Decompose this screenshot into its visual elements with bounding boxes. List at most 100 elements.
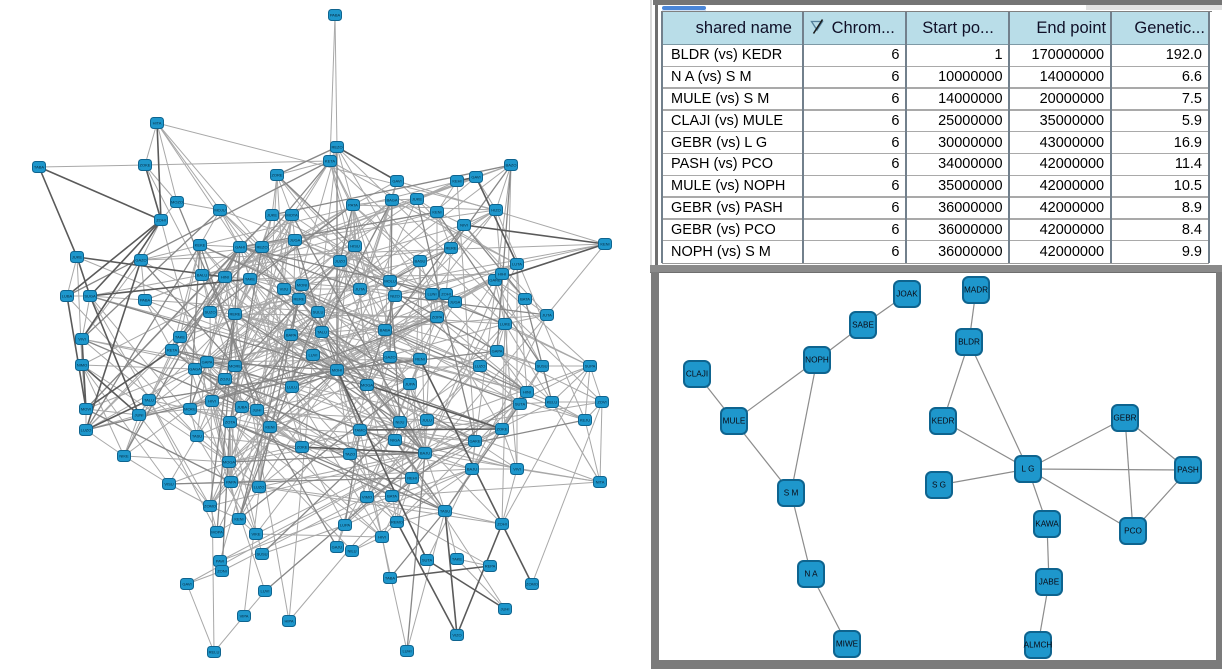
svg-text:VIVI: VIVI xyxy=(78,337,86,342)
svg-text:GAJU: GAJU xyxy=(332,545,343,550)
svg-text:PAVI: PAVI xyxy=(216,559,225,564)
svg-text:REZO: REZO xyxy=(331,145,342,150)
svg-text:SUZO: SUZO xyxy=(204,310,215,315)
svg-text:VIZO: VIZO xyxy=(452,633,461,638)
svg-text:SUSU: SUSU xyxy=(256,552,267,557)
svg-text:JUPA: JUPA xyxy=(405,382,415,387)
svg-text:KAWA: KAWA xyxy=(1035,520,1059,529)
svg-text:TAMO: TAMO xyxy=(354,428,365,433)
svg-text:KEJU: KEJU xyxy=(580,418,590,423)
svg-text:ZOKE: ZOKE xyxy=(140,163,151,168)
svg-text:NOPH: NOPH xyxy=(805,356,829,365)
svg-text:KELU: KELU xyxy=(547,400,558,405)
svg-text:GAPA: GAPA xyxy=(202,360,213,365)
svg-text:MOTA: MOTA xyxy=(286,213,298,218)
svg-text:PABA: PABA xyxy=(330,13,341,18)
svg-text:TASU: TASU xyxy=(440,509,450,514)
svg-text:HINI: HINI xyxy=(221,275,229,280)
svg-text:VIMO: VIMO xyxy=(362,495,372,500)
svg-text:GAHI: GAHI xyxy=(235,245,245,250)
svg-text:VIJU: VIJU xyxy=(280,287,289,292)
svg-text:JUHI: JUHI xyxy=(501,607,510,612)
svg-text:TAKE: TAKE xyxy=(175,335,185,340)
svg-text:TALU: TALU xyxy=(317,330,327,335)
svg-text:GARE: GARE xyxy=(489,278,501,283)
svg-text:MOJU: MOJU xyxy=(214,208,225,213)
svg-text:ZOHI: ZOHI xyxy=(497,522,507,527)
svg-text:NIMO: NIMO xyxy=(77,363,87,368)
svg-text:LUVI: LUVI xyxy=(261,589,270,594)
svg-text:REZO: REZO xyxy=(256,245,267,250)
svg-text:HISU: HISU xyxy=(350,244,360,249)
svg-text:NIGA: NIGA xyxy=(390,438,400,443)
svg-text:NITA: NITA xyxy=(596,480,605,485)
svg-text:MOPA: MOPA xyxy=(211,530,223,535)
svg-text:PABA: PABA xyxy=(140,298,151,303)
svg-text:TABA: TABA xyxy=(34,165,44,170)
svg-text:MOZO: MOZO xyxy=(171,200,183,205)
svg-text:ALMCH: ALMCH xyxy=(1024,641,1053,650)
svg-text:ZOHI: ZOHI xyxy=(441,292,451,297)
svg-text:HINI: HINI xyxy=(523,390,531,395)
svg-text:JUZO: JUZO xyxy=(335,259,345,264)
svg-text:RERE: RERE xyxy=(293,297,304,302)
svg-text:BABA: BABA xyxy=(380,328,391,333)
svg-text:SABE: SABE xyxy=(852,321,874,330)
svg-text:SUSU: SUSU xyxy=(536,364,547,369)
svg-text:MOGA: MOGA xyxy=(223,460,236,465)
svg-text:KENI: KENI xyxy=(265,425,274,430)
svg-text:GAKE: GAKE xyxy=(469,439,480,444)
svg-text:TABA: TABA xyxy=(385,576,395,581)
svg-text:NIVI: NIVI xyxy=(460,223,468,228)
svg-text:NIZO: NIZO xyxy=(390,294,400,299)
svg-text:S G: S G xyxy=(932,481,946,490)
svg-text:VIKE: VIKE xyxy=(251,532,260,537)
svg-text:MADR: MADR xyxy=(964,286,988,295)
svg-text:BAPA: BAPA xyxy=(286,333,297,338)
svg-text:BALU: BALU xyxy=(197,273,208,278)
svg-text:KENI: KENI xyxy=(234,517,243,522)
svg-text:HIHI: HIHI xyxy=(498,272,506,277)
svg-text:JUGA: JUGA xyxy=(450,300,461,305)
svg-text:SULU: SULU xyxy=(313,310,324,315)
svg-text:REHI: REHI xyxy=(407,476,417,481)
svg-text:HIVI: HIVI xyxy=(378,535,386,540)
svg-text:LUZO: LUZO xyxy=(475,364,486,369)
svg-text:GAPA: GAPA xyxy=(492,349,503,354)
svg-text:TALU: TALU xyxy=(144,398,154,403)
svg-text:JUGA: JUGA xyxy=(290,238,301,243)
svg-text:CLAJI: CLAJI xyxy=(686,370,708,379)
svg-text:SUTA: SUTA xyxy=(422,558,433,563)
svg-text:BATA: BATA xyxy=(387,494,397,499)
svg-text:ZOHI: ZOHI xyxy=(156,218,166,223)
svg-text:TAKE: TAKE xyxy=(452,557,462,562)
svg-text:NIKE: NIKE xyxy=(119,454,129,459)
svg-text:NIJU: NIJU xyxy=(396,420,405,425)
svg-text:JUKE: JUKE xyxy=(72,255,83,260)
svg-text:MORE: MORE xyxy=(229,364,241,369)
svg-text:ZORE: ZORE xyxy=(271,173,282,178)
svg-text:RERE: RERE xyxy=(445,246,456,251)
svg-text:ZOMO: ZOMO xyxy=(204,504,216,509)
svg-text:GAVI: GAVI xyxy=(392,179,401,184)
svg-text:VISU: VISU xyxy=(164,482,173,487)
svg-text:ZOPA: ZOPA xyxy=(432,315,443,320)
svg-text:PASH: PASH xyxy=(1177,466,1199,475)
svg-text:JUTA: JUTA xyxy=(355,287,365,292)
svg-text:KEDR: KEDR xyxy=(932,417,955,426)
svg-text:VIVI: VIVI xyxy=(513,467,521,472)
svg-text:LUZO: LUZO xyxy=(81,428,92,433)
svg-text:BATA: BATA xyxy=(520,297,530,302)
svg-text:LUNI: LUNI xyxy=(427,292,436,297)
svg-text:GAVI: GAVI xyxy=(471,175,480,180)
svg-text:LUTA: LUTA xyxy=(512,262,522,267)
svg-text:JABE: JABE xyxy=(1039,578,1060,587)
svg-text:KENI: KENI xyxy=(432,210,441,215)
svg-text:LUBA: LUBA xyxy=(62,294,73,299)
svg-text:HIVI: HIVI xyxy=(208,399,216,404)
svg-text:JUNI: JUNI xyxy=(135,413,144,418)
svg-text:BAGA: BAGA xyxy=(386,198,397,203)
svg-text:JUHI: JUHI xyxy=(253,408,262,413)
svg-text:HIZO: HIZO xyxy=(491,208,501,213)
svg-text:TASU: TASU xyxy=(192,434,202,439)
